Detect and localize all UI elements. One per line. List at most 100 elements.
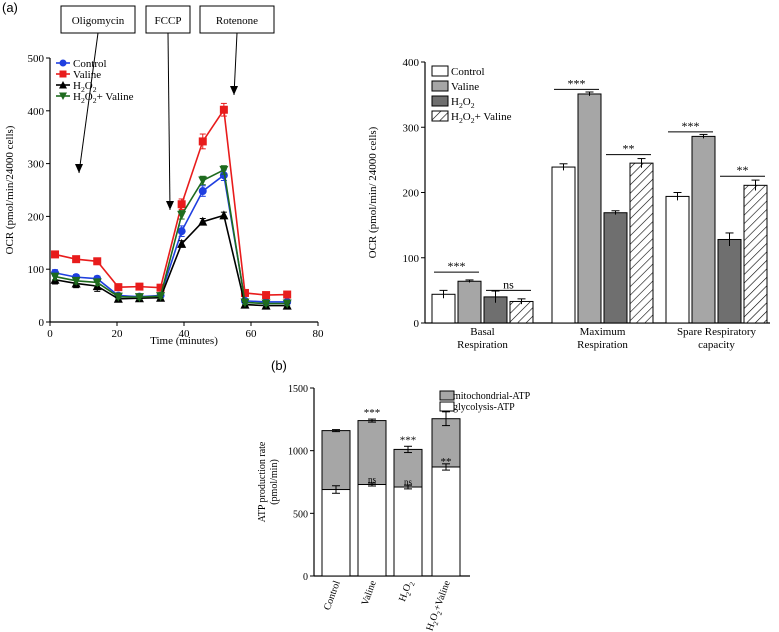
significance-label: ns <box>503 277 514 291</box>
significance-label: *** <box>568 76 586 90</box>
legend-swatch <box>431 80 449 92</box>
category-label: H2O2 <box>397 579 417 604</box>
data-point-h2o2_valine <box>261 299 271 309</box>
data-point-h2o2_valine <box>92 278 102 288</box>
category-label: Respiration <box>577 339 628 351</box>
legend-label: mitochondrial-ATP <box>453 391 531 402</box>
y-tick-label: 300 <box>403 122 420 134</box>
y-tick-label: 300 <box>28 159 45 171</box>
data-point-valine <box>177 200 186 209</box>
legend-label: Control <box>73 58 107 70</box>
injection-label: FCCP <box>155 15 182 27</box>
data-point-h2o2_valine <box>177 210 187 220</box>
x-tick-label: 40 <box>179 328 191 340</box>
glycolysis-bar <box>431 466 461 577</box>
mitochondrial-bar <box>321 430 351 491</box>
injection-label: Rotenone <box>216 15 258 27</box>
legend-marker <box>59 59 67 67</box>
data-point-valine <box>262 291 271 300</box>
data-point-control <box>219 171 228 180</box>
data-point-h2o2_valine <box>198 176 208 186</box>
legend-marker <box>59 70 67 78</box>
mitochondrial-bar <box>393 448 423 488</box>
x-tick-label: 80 <box>313 328 325 340</box>
y-tick-label: 200 <box>403 188 420 200</box>
data-point-valine <box>51 250 60 259</box>
data-point-valine <box>114 283 123 292</box>
y-axis-label: ATP production rate <box>257 441 268 522</box>
injection-arrow-head <box>75 164 83 173</box>
bar-1-1 <box>577 93 602 324</box>
data-point-valine <box>219 105 228 114</box>
data-point-valine <box>240 288 249 297</box>
series-line-control <box>54 173 288 303</box>
significance-label: ** <box>737 163 749 177</box>
data-point-h2o2_valine <box>71 276 81 286</box>
bar-3-0 <box>509 300 534 324</box>
mitochondrial-bar <box>357 420 387 486</box>
significance-label: ** <box>623 142 635 156</box>
y-tick-label: 0 <box>39 317 45 329</box>
legend-marker <box>59 81 67 89</box>
data-point-h2o2 <box>177 238 187 248</box>
significance-label: ** <box>441 456 452 468</box>
data-point-h2o2_valine <box>156 292 166 302</box>
category-label: H2O2+Valine <box>424 579 454 632</box>
bar-0-0 <box>431 293 456 324</box>
panel-label-b: (b) <box>271 358 287 373</box>
y-tick-label: 200 <box>28 211 45 223</box>
data-point-h2o2_valine <box>219 165 229 175</box>
data-point-h2o2_valine <box>240 298 250 308</box>
legend-swatch <box>431 110 449 122</box>
y-tick-label: 400 <box>28 106 45 118</box>
bar-0-1 <box>551 166 576 324</box>
bar-0-2 <box>665 195 690 324</box>
glycolysis-bar <box>393 486 423 577</box>
data-point-h2o2 <box>219 210 229 220</box>
legend-label: Valine <box>451 81 479 93</box>
category-label: Control <box>322 579 343 612</box>
bar-3-1 <box>629 162 654 324</box>
data-point-h2o2_valine <box>113 292 123 302</box>
series-line-h2o2 <box>54 214 288 307</box>
y-tick-label: 500 <box>293 509 308 520</box>
injection-arrow-head <box>230 86 238 95</box>
y-tick-label: 0 <box>303 572 308 583</box>
data-point-valine <box>93 257 102 266</box>
y-tick-label: 0 <box>414 318 420 330</box>
legend-label: Valine <box>73 69 101 81</box>
category-label: Maximum <box>580 326 626 338</box>
legend-swatch <box>439 390 455 401</box>
y-tick-label: 100 <box>403 253 420 265</box>
legend-label: H2O2+ Valine <box>73 91 134 105</box>
glycolysis-bar <box>357 484 387 577</box>
legend-label: glycolysis-ATP <box>453 402 515 413</box>
data-point-valine <box>135 282 144 291</box>
y-axis-label: OCR (pmol/min/24000 cells) <box>4 125 16 254</box>
injection-arrow-head <box>166 201 174 210</box>
y-tick-label: 1500 <box>288 384 308 395</box>
x-tick-label: 0 <box>47 328 53 340</box>
data-point-h2o2_valine <box>134 293 144 303</box>
data-point-control <box>198 187 207 196</box>
y-tick-label: 500 <box>28 53 45 65</box>
y-tick-label: 100 <box>28 264 45 276</box>
y-tick-label: 1000 <box>288 447 308 458</box>
ocr-bar-chart: 0 100 200 300 400 OCR (pmol/min/ 24000 cells)… <box>367 57 770 351</box>
bar-1-0 <box>457 280 482 324</box>
legend-label: H2O2 <box>73 80 97 94</box>
data-point-control <box>177 227 186 236</box>
series-line-h2o2_valine <box>54 168 288 305</box>
data-point-valine <box>156 283 165 292</box>
category-label: Respiration <box>457 339 508 351</box>
panel-label-a: (a) <box>2 0 18 15</box>
y-axis-label: OCR (pmol/min/ 24000 cells) <box>367 126 379 258</box>
injection-arrow-line <box>78 32 99 174</box>
significance-label: *** <box>364 407 381 419</box>
glycolysis-bar <box>321 489 351 577</box>
legend-swatch <box>431 65 449 77</box>
x-tick-label: 20 <box>112 328 124 340</box>
significance-label: ns <box>404 477 413 487</box>
legend-swatch <box>439 401 455 412</box>
